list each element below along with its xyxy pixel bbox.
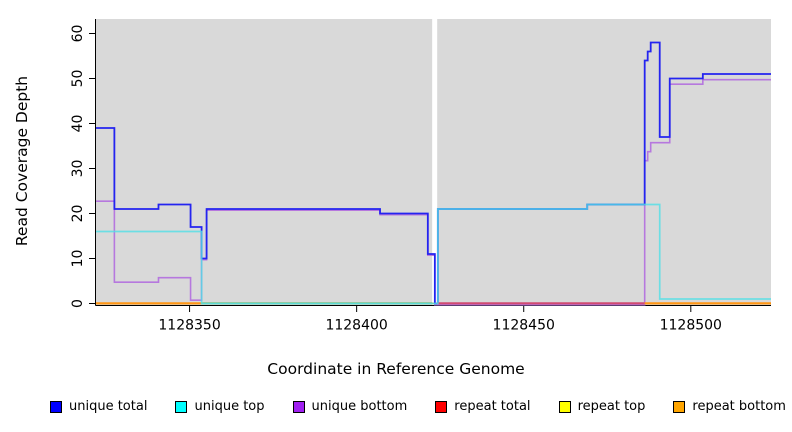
legend-label: unique total [69, 399, 148, 414]
legend-item-repeat-total: repeat total [435, 399, 531, 414]
legend-swatch [435, 400, 448, 413]
legend-label: repeat top [577, 399, 646, 414]
legend-label: unique bottom [311, 399, 408, 414]
legend-swatch [558, 400, 571, 413]
legend: unique total unique top unique bottom repea… [50, 399, 786, 414]
x-axis-label: Coordinate in Reference Genome [267, 360, 525, 378]
x-tick-label: 1128450 [493, 318, 555, 334]
legend-label: unique top [194, 399, 265, 414]
legend-item-repeat-top: repeat top [558, 399, 646, 414]
y-tick-label: 20 [70, 205, 86, 223]
x-tick-label: 1128350 [158, 318, 220, 334]
legend-item-unique-total: unique total [50, 399, 147, 414]
x-tick-label: 1128500 [660, 318, 722, 334]
legend-swatch [175, 400, 188, 413]
legend-label: repeat total [454, 399, 531, 414]
y-axis-label: Read Coverage Depth [13, 75, 31, 247]
y-tick-label: 50 [70, 70, 86, 88]
legend-item-unique-top: unique top [175, 399, 265, 414]
y-tick-label: 10 [70, 250, 86, 268]
y-tick-label: 0 [70, 299, 86, 308]
x-tick-label: 1128400 [325, 318, 387, 334]
y-tick-label: 30 [70, 160, 86, 178]
legend-item-unique-bottom: unique bottom [292, 399, 408, 414]
y-tick-label: 40 [70, 115, 86, 133]
coverage-gap-band [432, 19, 438, 306]
legend-swatch [50, 400, 62, 413]
legend-swatch [292, 400, 305, 413]
series-unique-top [96, 203, 771, 305]
y-tick-label: 60 [70, 25, 86, 43]
legend-item-repeat-bottom: repeat bottom [673, 399, 786, 414]
legend-label: repeat bottom [692, 399, 786, 414]
legend-swatch [673, 400, 686, 413]
